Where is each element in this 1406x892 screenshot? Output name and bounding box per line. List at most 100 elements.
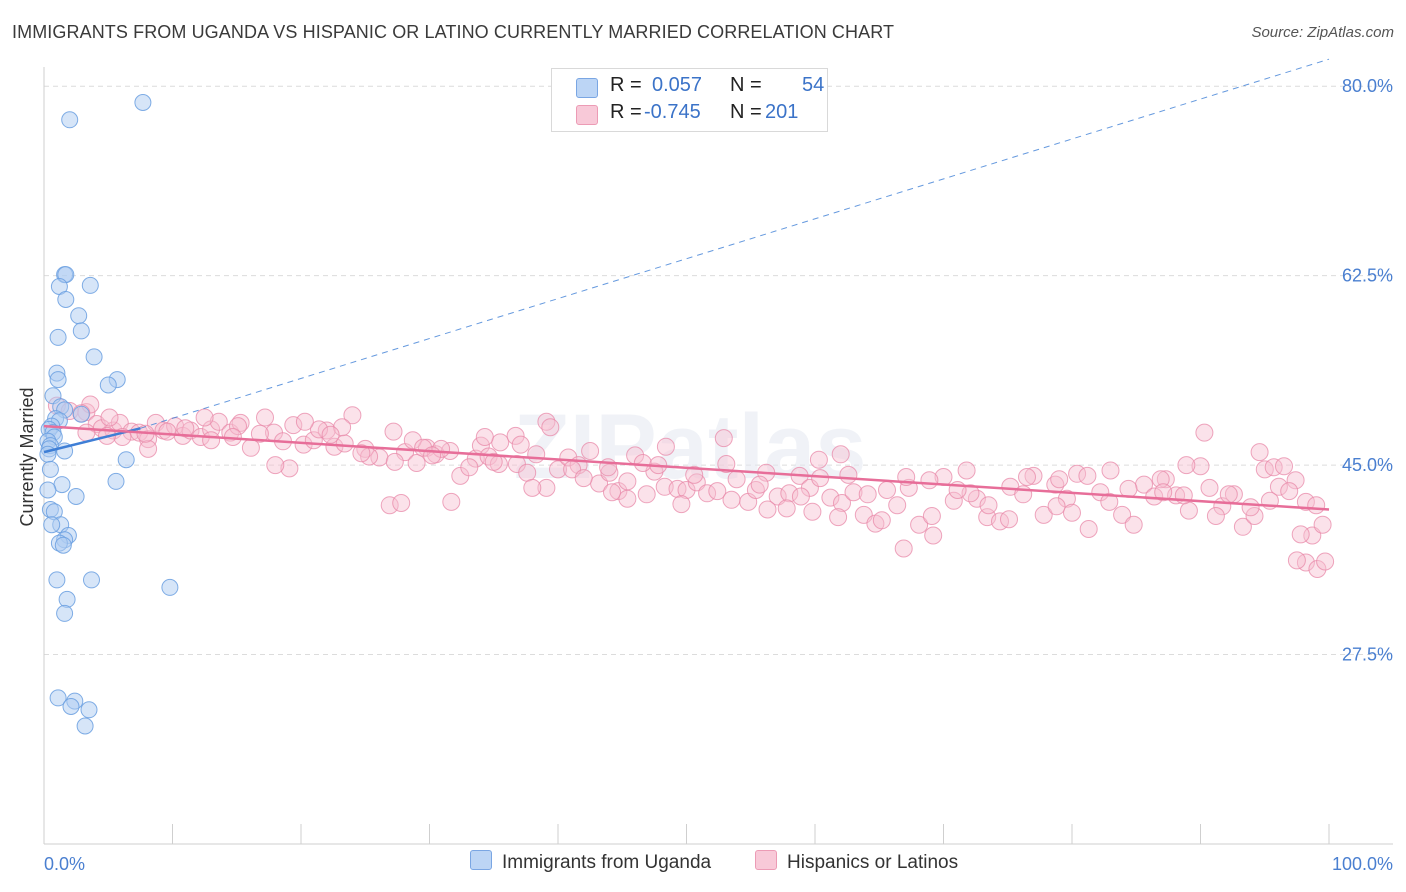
legend-r-label: R = (610, 74, 642, 96)
point-hispanics (139, 430, 158, 449)
point-uganda (99, 376, 117, 394)
point-hispanics (910, 515, 929, 534)
point-uganda (107, 472, 125, 490)
point-hispanics (518, 463, 537, 482)
point-hispanics (803, 502, 822, 521)
legend-n-label: N = (730, 74, 762, 96)
point-hispanics (1275, 457, 1293, 476)
point-hispanics (717, 455, 736, 473)
y-tick-label: 80.0% (1342, 76, 1393, 96)
point-hispanics (618, 489, 637, 508)
point-hispanics (872, 511, 891, 530)
y-tick-labels: 27.5% 45.0% 62.5% 80.0% (1342, 76, 1393, 664)
trend-lines (43, 58, 1330, 511)
point-hispanics (618, 472, 637, 491)
point-uganda (49, 328, 67, 346)
point-hispanics (603, 483, 621, 502)
point-hispanics (139, 439, 158, 458)
point-uganda (58, 590, 76, 608)
legend-row-hispanics: R = -0.745 N = 201 (552, 101, 827, 127)
point-hispanics (1078, 466, 1097, 485)
bottom-legend-hispanics: Hispanics or Latinos (755, 850, 958, 874)
y-axis-title: Currently Married (17, 387, 37, 526)
point-uganda (49, 689, 67, 707)
legend-swatch-hispanics (576, 105, 598, 125)
point-hispanics (1063, 503, 1081, 522)
point-hispanics (1177, 456, 1196, 475)
point-hispanics (549, 460, 567, 479)
point-hispanics (574, 469, 593, 488)
point-hispanics (541, 418, 560, 437)
point-hispanics (423, 446, 442, 465)
point-hispanics (920, 471, 939, 490)
point-hispanics (768, 487, 787, 506)
point-uganda (61, 111, 79, 129)
point-uganda (53, 476, 71, 494)
point-hispanics (1206, 507, 1225, 525)
point-hispanics (392, 494, 411, 512)
point-hispanics (1280, 482, 1299, 501)
point-hispanics (491, 433, 510, 452)
point-uganda (67, 488, 85, 505)
point-hispanics (581, 442, 600, 460)
point-uganda (70, 307, 88, 325)
point-hispanics (1233, 517, 1252, 536)
point-hispanics (839, 465, 858, 484)
point-hispanics (1307, 496, 1326, 515)
watermark: ZIPatlas (514, 396, 867, 498)
point-hispanics (403, 431, 422, 450)
point-hispanics (442, 492, 461, 511)
point-hispanics (714, 429, 733, 448)
chart-title: IMMIGRANTS FROM UGANDA VS HISPANIC OR LA… (12, 22, 895, 42)
point-hispanics (637, 485, 656, 504)
point-hispanics (1057, 489, 1076, 508)
point-hispanics (668, 479, 687, 498)
point-hispanics (1100, 492, 1119, 511)
point-hispanics (1018, 468, 1036, 486)
point-hispanics (537, 478, 556, 497)
point-hispanics (809, 450, 828, 469)
legend-n-value-hispanics: 201 (765, 101, 799, 123)
point-hispanics (844, 483, 863, 502)
point-hispanics (209, 412, 228, 431)
point-uganda (39, 481, 57, 499)
point-hispanics (1195, 423, 1214, 442)
point-hispanics (176, 419, 195, 438)
point-hispanics (295, 412, 314, 431)
point-hispanics (266, 456, 285, 475)
point-hispanics (633, 454, 652, 472)
legend-r-label: R = (610, 101, 642, 123)
point-hispanics (821, 488, 840, 507)
series-uganda-points (39, 94, 179, 735)
point-hispanics (685, 465, 704, 484)
x-tick-label-left: 0.0% (44, 854, 85, 874)
point-hispanics (460, 458, 479, 477)
point-hispanics (656, 437, 675, 456)
point-hispanics (527, 445, 546, 464)
point-uganda (41, 460, 59, 478)
legend-swatch-uganda (576, 78, 598, 98)
point-hispanics (878, 481, 896, 499)
y-tick-label: 45.0% (1342, 455, 1393, 475)
point-hispanics (1047, 497, 1066, 516)
point-hispanics (979, 496, 998, 515)
point-hispanics (1250, 443, 1269, 462)
point-hispanics (1308, 560, 1327, 578)
point-hispanics (1091, 483, 1110, 502)
y-tick-label: 27.5% (1342, 645, 1393, 665)
point-hispanics (791, 487, 810, 506)
grid-lines (44, 85, 1393, 656)
point-hispanics (957, 461, 976, 480)
point-hispanics (484, 452, 503, 471)
point-hispanics (1000, 510, 1018, 529)
legend-n-label: N = (730, 101, 762, 123)
point-hispanics (1154, 483, 1173, 502)
point-hispanics (831, 445, 850, 464)
point-hispanics (1255, 460, 1274, 479)
point-uganda (134, 94, 152, 111)
point-hispanics (888, 496, 907, 515)
point-hispanics (158, 422, 177, 441)
point-hispanics (195, 408, 214, 427)
y-tick-label: 62.5% (1342, 266, 1393, 286)
point-hispanics (231, 413, 250, 432)
